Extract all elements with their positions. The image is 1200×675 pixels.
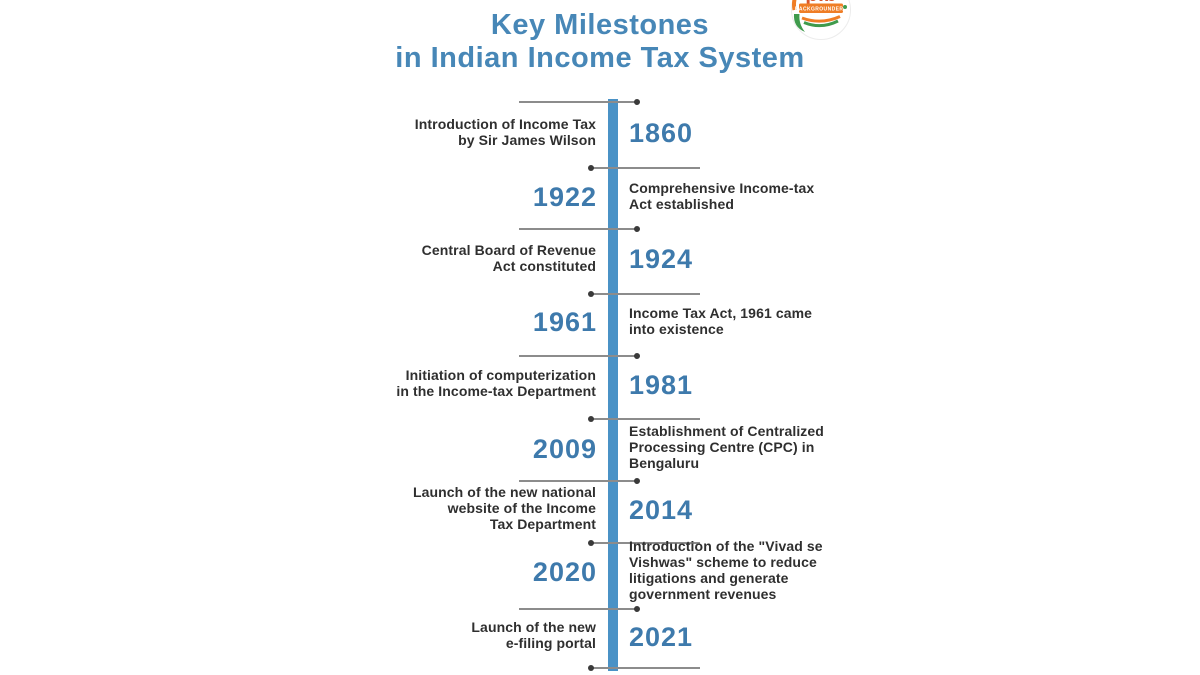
connector-dot-2009 bbox=[588, 416, 594, 422]
connector-1981 bbox=[519, 353, 640, 359]
timeline-spine bbox=[608, 99, 618, 671]
milestone-year-2020: 2020 bbox=[532, 557, 597, 587]
page-title: Key Milestones in Indian Income Tax Syst… bbox=[0, 9, 1200, 75]
milestone-desc-1924: Central Board of Revenue Act constituted bbox=[421, 242, 596, 274]
logo-banner bbox=[799, 3, 843, 13]
milestone-year-1981: 1981 bbox=[629, 370, 694, 400]
milestone-desc-1961: Income Tax Act, 1961 came into existence bbox=[629, 305, 813, 337]
logo-green-leaf bbox=[793, 14, 805, 32]
page-title-line1: Key Milestones bbox=[490, 9, 710, 41]
connector-2021 bbox=[519, 606, 640, 612]
milestone-desc-2014: Launch of the new national website of th… bbox=[412, 484, 596, 532]
connector-dot-bottom-partial bbox=[588, 665, 594, 671]
logo-green-swoosh bbox=[803, 19, 839, 28]
milestone-desc-1860: Introduction of Income Tax by Sir James … bbox=[414, 116, 596, 148]
connector-1924 bbox=[519, 226, 640, 232]
connector-1961 bbox=[588, 291, 700, 297]
connector-dot-1981 bbox=[634, 353, 640, 359]
connector-dot-1961 bbox=[588, 291, 594, 297]
milestone-year-1922: 1922 bbox=[532, 182, 597, 212]
milestone-desc-1922: Comprehensive Income-tax Act established bbox=[629, 180, 815, 212]
milestone-desc-1981: Initiation of computerization in the Inc… bbox=[396, 367, 596, 399]
logo-pib-text: pib bbox=[805, 0, 837, 6]
pib-backgrounders-logo: pib BACKGROUNDERS bbox=[791, 0, 851, 40]
logo-banner-text: BACKGROUNDERS bbox=[795, 7, 847, 13]
connector-2009 bbox=[588, 416, 700, 422]
connector-bottom-partial bbox=[588, 665, 700, 671]
milestone-desc-2021: Launch of the new e-filing portal bbox=[471, 619, 596, 651]
connector-dot-2020 bbox=[588, 540, 594, 546]
connector-dot-1922 bbox=[588, 165, 594, 171]
milestone-year-2009: 2009 bbox=[532, 434, 597, 464]
milestone-year-2014: 2014 bbox=[629, 495, 694, 525]
connector-dot-1860 bbox=[634, 99, 640, 105]
milestone-desc-2009: Establishment of Centralized Processing … bbox=[629, 423, 824, 471]
connector-dot-1924 bbox=[634, 226, 640, 232]
connector-2020 bbox=[588, 540, 700, 546]
page-title-line2: in Indian Income Tax System bbox=[395, 42, 805, 74]
milestone-year-1860: 1860 bbox=[629, 118, 694, 148]
milestone-year-1924: 1924 bbox=[629, 244, 694, 274]
logo-green-dot bbox=[843, 5, 847, 9]
connector-dot-2014 bbox=[634, 478, 640, 484]
milestone-year-2021: 2021 bbox=[629, 622, 694, 652]
milestone-year-1961: 1961 bbox=[532, 307, 597, 337]
connector-1922 bbox=[588, 165, 700, 171]
milestone-desc-2020: Introduction of the "Vivad se Vishwas" s… bbox=[629, 538, 823, 602]
logo-saffron-arc bbox=[792, 0, 797, 11]
connector-1860 bbox=[519, 99, 640, 105]
logo-saffron-swoosh bbox=[801, 15, 841, 23]
connector-2014 bbox=[519, 478, 640, 484]
connector-dot-2021 bbox=[634, 606, 640, 612]
